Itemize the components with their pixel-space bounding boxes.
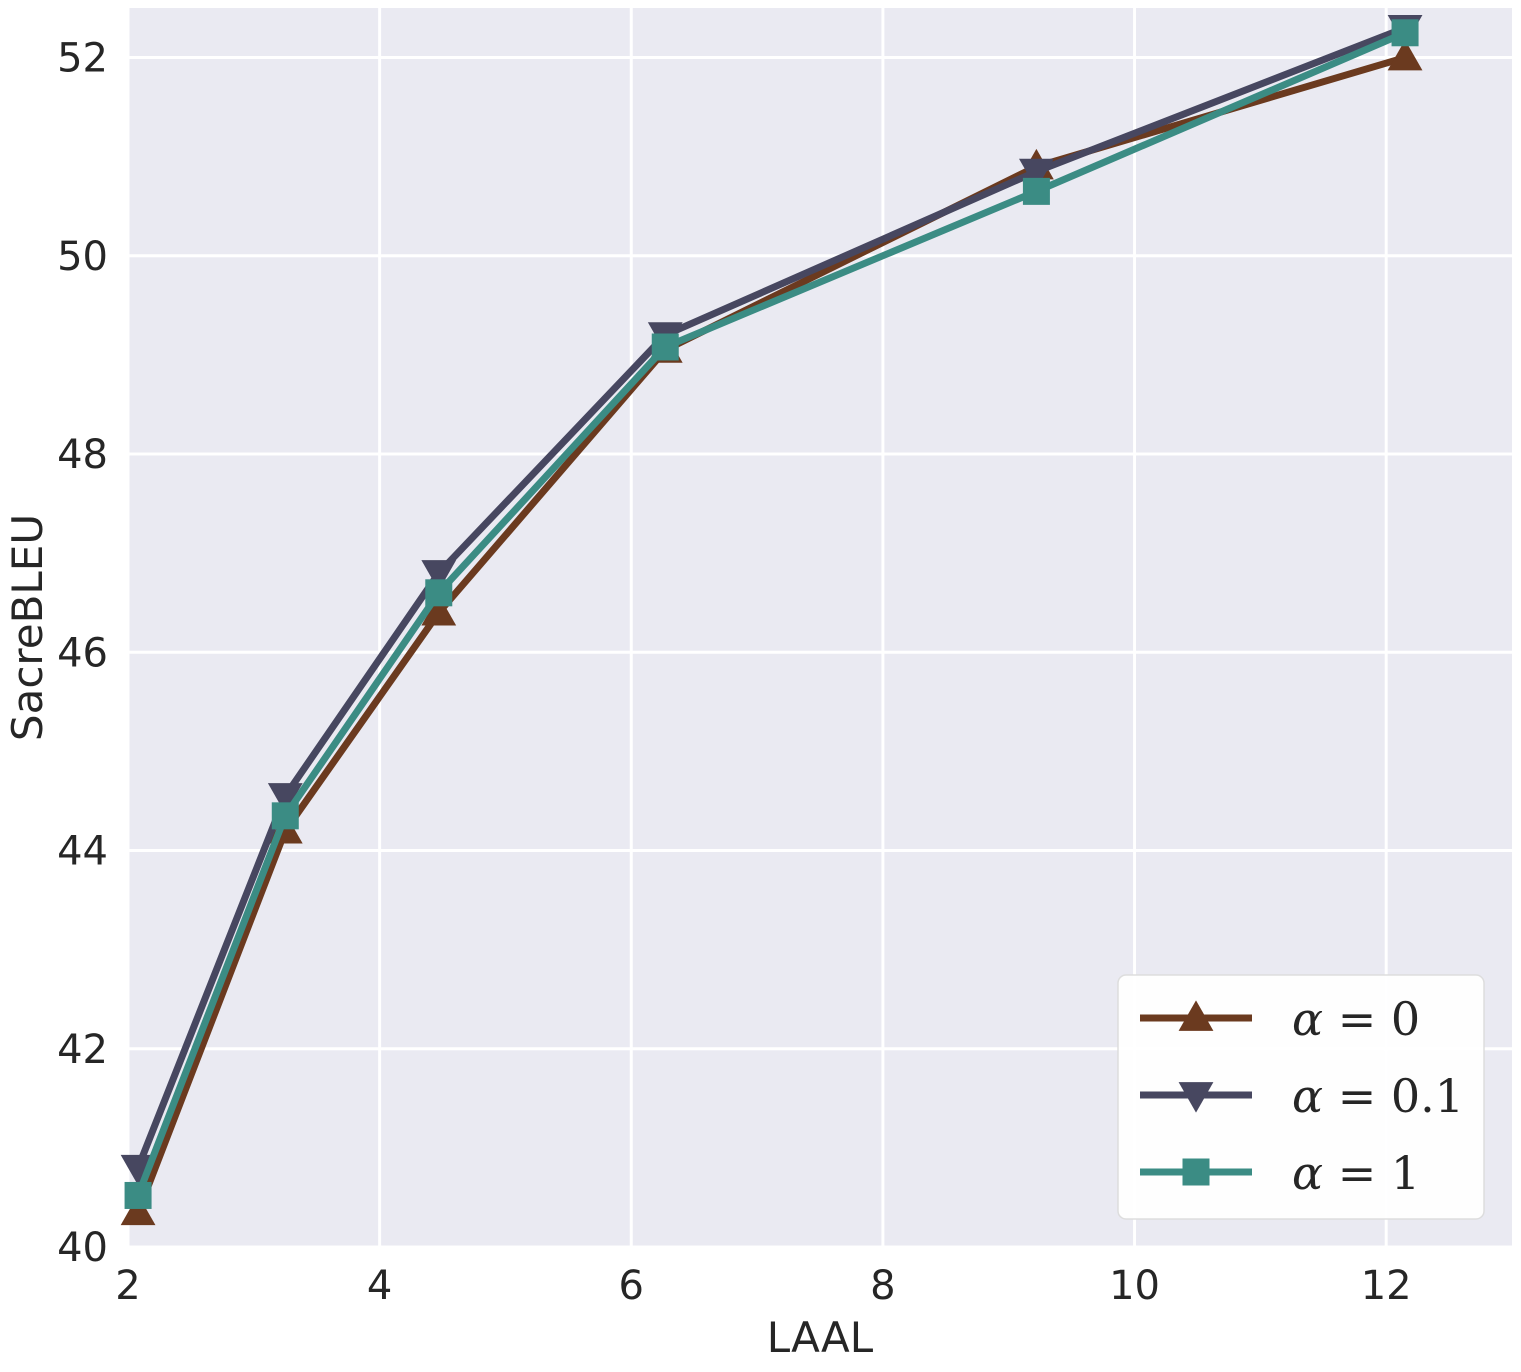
x-tick-label: 10 bbox=[1109, 1263, 1160, 1309]
series-line bbox=[134, 24, 1407, 1169]
legend-symbol: α bbox=[1292, 1146, 1323, 1200]
legend-value: = 0.1 bbox=[1323, 1069, 1464, 1123]
data-point bbox=[271, 802, 299, 830]
series-line bbox=[134, 29, 1407, 1197]
legend-label: α = 0 bbox=[1292, 992, 1420, 1046]
legend-value: = 1 bbox=[1323, 1146, 1420, 1200]
data-point bbox=[425, 579, 453, 607]
data-point bbox=[1019, 158, 1054, 190]
legend-symbol: α bbox=[1292, 1069, 1323, 1123]
series-layer bbox=[120, 14, 1423, 1226]
y-tick-label: 50 bbox=[57, 234, 108, 280]
legend-item: α = 0.1 bbox=[1140, 1069, 1464, 1123]
data-point bbox=[421, 560, 457, 591]
x-tick-label: 4 bbox=[367, 1263, 392, 1309]
series-3 bbox=[124, 19, 1419, 1209]
legend-label: α = 0.1 bbox=[1292, 1069, 1464, 1123]
data-point bbox=[421, 594, 457, 626]
legend-item: α = 1 bbox=[1140, 1146, 1420, 1200]
data-point bbox=[651, 333, 679, 361]
grid bbox=[126, 8, 1512, 1249]
y-tick-label: 40 bbox=[57, 1225, 108, 1271]
legend-item: α = 0 bbox=[1140, 992, 1420, 1046]
data-point bbox=[120, 1154, 156, 1186]
legend-box bbox=[1117, 974, 1485, 1220]
x-axis-label: LAAL bbox=[767, 1313, 874, 1362]
x-tick-label: 12 bbox=[1361, 1263, 1412, 1309]
legend-symbol: α bbox=[1292, 992, 1323, 1046]
data-point bbox=[267, 783, 303, 814]
data-point bbox=[120, 1194, 156, 1226]
y-tick-label: 42 bbox=[57, 1027, 108, 1073]
y-tick-label: 44 bbox=[57, 829, 108, 875]
data-point bbox=[1022, 177, 1050, 205]
data-point bbox=[124, 1181, 152, 1209]
y-tick-label: 46 bbox=[57, 630, 108, 676]
x-tick-label: 2 bbox=[115, 1263, 140, 1309]
y-axis-label: SacreBLEU bbox=[3, 514, 52, 741]
x-tick-label: 8 bbox=[870, 1263, 895, 1309]
y-tick-label: 52 bbox=[57, 36, 108, 82]
legend-label: α = 1 bbox=[1292, 1146, 1420, 1200]
legend: α = 0α = 0.1α = 1 bbox=[1117, 974, 1485, 1220]
y-tick-label: 48 bbox=[57, 432, 108, 478]
data-point bbox=[1391, 19, 1419, 47]
x-tick-label: 6 bbox=[619, 1263, 644, 1309]
legend-marker bbox=[1178, 1082, 1214, 1113]
data-point bbox=[1387, 39, 1423, 71]
legend-marker bbox=[1182, 1158, 1210, 1186]
legend-value: = 0 bbox=[1323, 992, 1420, 1046]
legend-marker bbox=[1178, 1000, 1214, 1031]
